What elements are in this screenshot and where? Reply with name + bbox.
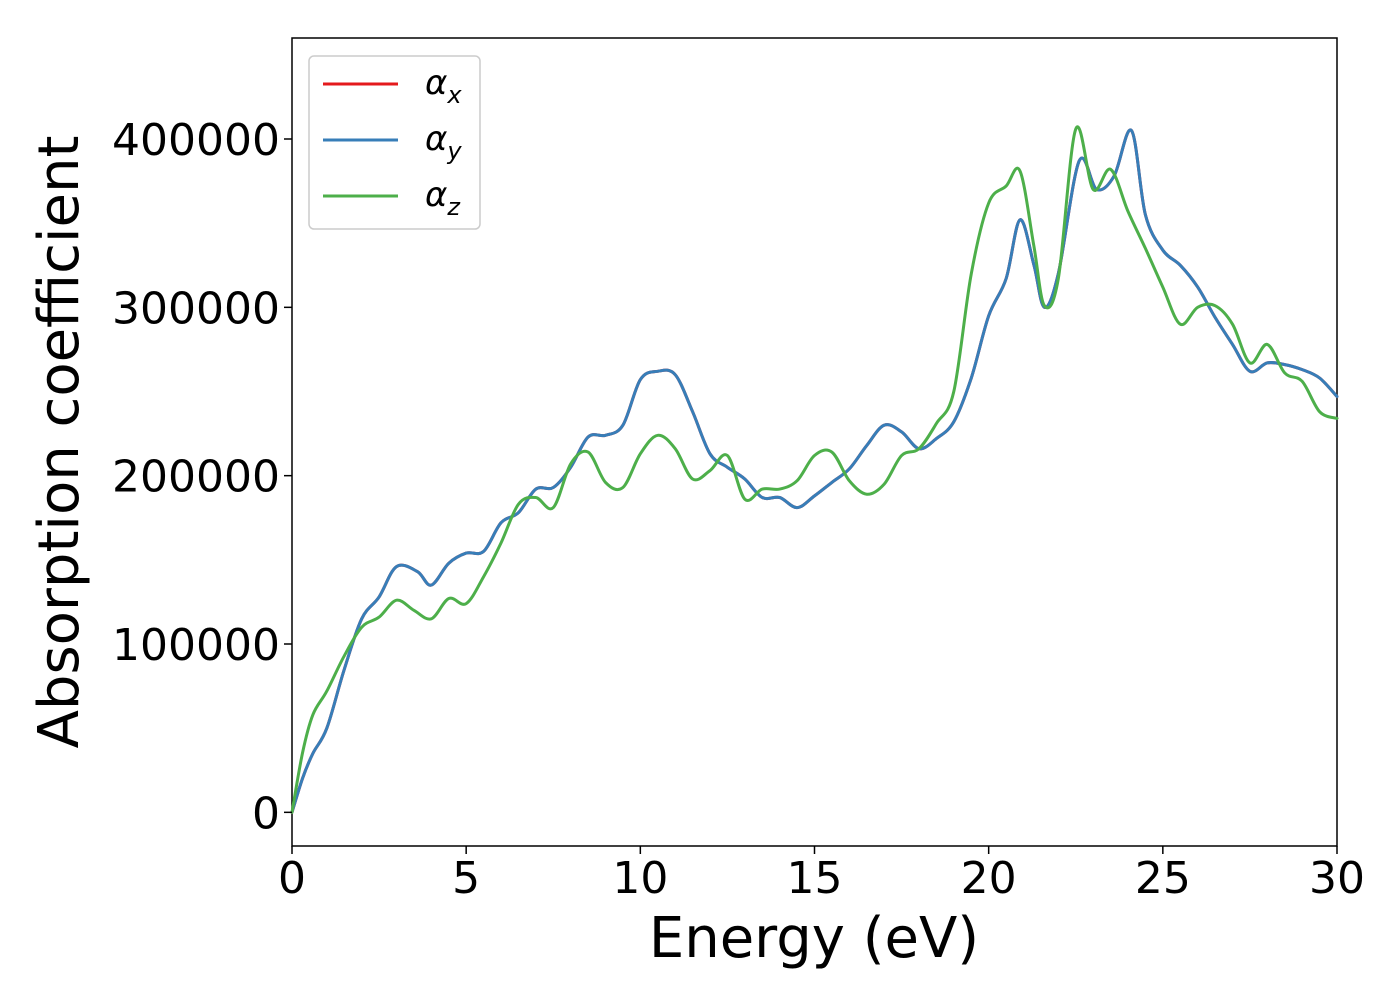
- x-tick-label: 25: [1135, 853, 1191, 904]
- series-line-y: [290, 128, 1339, 814]
- y-tick-label: 400000: [112, 115, 280, 166]
- x-tick-label: 5: [452, 853, 480, 904]
- y-axis-label: Absorption coefficient: [27, 136, 92, 749]
- y-axis-ticks: 0 100000 200000 300000 400000: [112, 115, 292, 839]
- y-tick-label: 0: [252, 788, 280, 839]
- x-tick-label: 20: [961, 853, 1017, 904]
- x-axis-ticks: 0 5 10 15 20 25 30: [278, 846, 1365, 904]
- x-tick-label: 10: [612, 853, 668, 904]
- x-tick-label: 15: [787, 853, 843, 904]
- x-axis-label: Energy (eV): [649, 906, 979, 971]
- x-tick-label: 0: [278, 853, 306, 904]
- series-line-z: [290, 125, 1339, 814]
- series-layer: [290, 125, 1339, 814]
- y-tick-label: 100000: [112, 620, 280, 671]
- x-tick-label: 30: [1309, 853, 1365, 904]
- y-tick-label: 300000: [112, 283, 280, 334]
- legend-box: [308, 55, 481, 230]
- y-tick-label: 200000: [112, 452, 280, 503]
